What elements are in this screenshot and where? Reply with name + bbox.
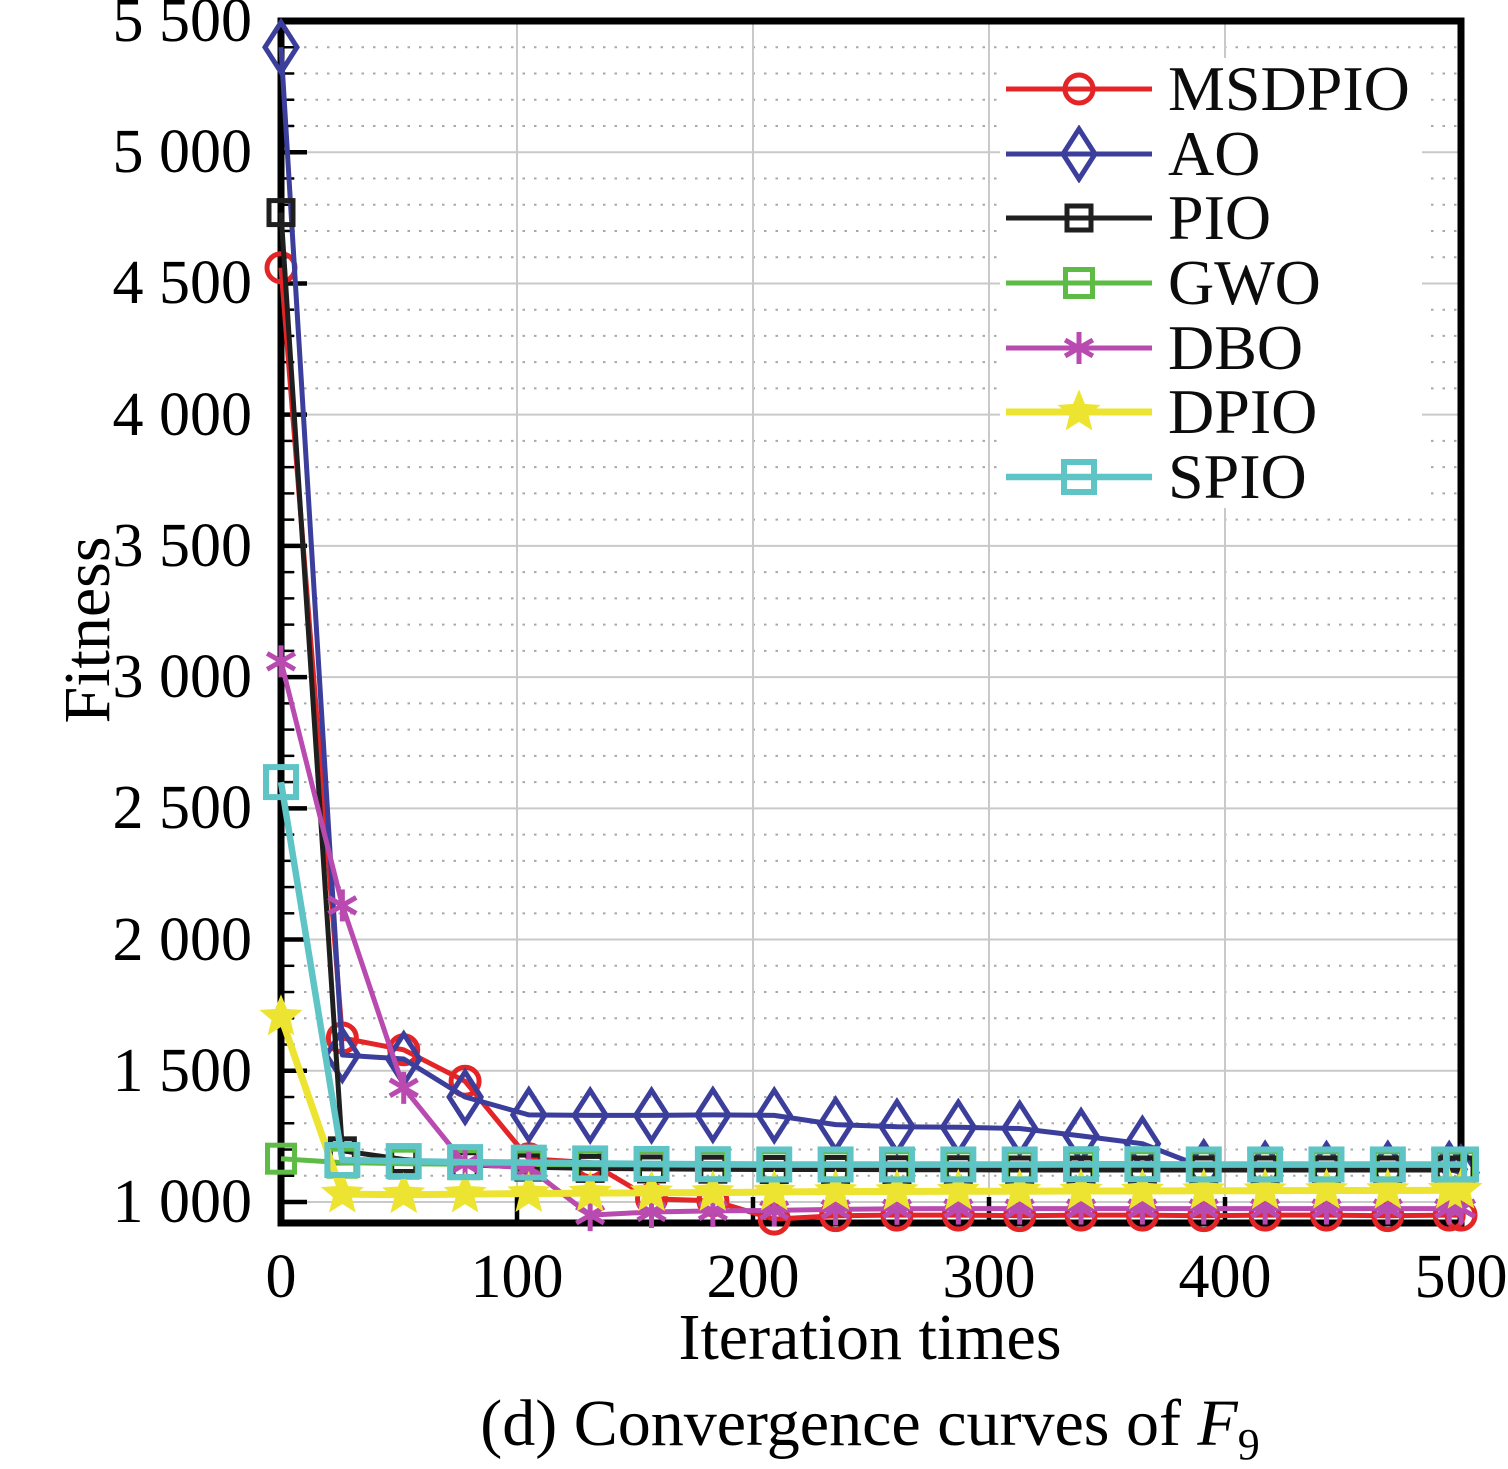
legend-marker-diamond-icon: [1006, 124, 1152, 183]
legend-item-AO: AO: [1000, 117, 1422, 189]
x-tick-label: 300: [942, 1243, 1036, 1311]
legend-item-GWO: GWO: [1000, 246, 1422, 318]
y-axis-title: Fitness: [51, 536, 124, 724]
x-tick-label: 500: [1414, 1243, 1508, 1311]
legend-label: GWO: [1168, 246, 1321, 318]
legend-item-DBO: DBO: [1000, 311, 1422, 383]
y-tick-label: 2 500: [112, 774, 253, 843]
legend-item-SPIO: SPIO: [1000, 440, 1422, 512]
y-tick-label: 4 000: [112, 380, 253, 449]
x-tick-label: 0: [265, 1243, 297, 1311]
legend-label: PIO: [1168, 182, 1272, 254]
y-tick-label: 3 000: [112, 643, 253, 712]
legend: MSDPIO AO PIO GWO DBO DPIO SPIO: [1000, 53, 1422, 512]
legend-label: SPIO: [1168, 440, 1307, 512]
legend-marker-asterisk-icon: [1006, 331, 1152, 364]
series-SPIO: [263, 764, 1479, 1183]
y-tick-label: 3 500: [112, 511, 253, 580]
legend-marker-square-icon: [1006, 203, 1152, 233]
series-DPIO: [259, 994, 1483, 1213]
legend-label: AO: [1168, 117, 1261, 189]
y-tick-label: 2 000: [112, 905, 253, 974]
y-tick-label: 5 000: [112, 118, 253, 187]
figure-caption: (d) Convergence curves of F9: [220, 1386, 1508, 1469]
y-tick-label: 4 500: [112, 249, 253, 318]
series-DBO: [265, 645, 1477, 1232]
caption-subscript: 9: [1237, 1420, 1260, 1469]
legend-item-MSDPIO: MSDPIO: [1000, 53, 1422, 124]
legend-marker-square-icon: [1006, 458, 1152, 495]
x-tick-label: 400: [1178, 1243, 1272, 1311]
legend-marker-circle-icon: [1006, 72, 1152, 106]
legend-item-PIO: PIO: [1000, 182, 1422, 254]
caption-math-symbol: F: [1197, 1387, 1238, 1460]
legend-label: DBO: [1168, 311, 1304, 383]
y-tick-label: 1 000: [112, 1168, 253, 1236]
legend-marker-square-icon: [1006, 266, 1152, 299]
y-tick-label: 5 500: [112, 0, 253, 55]
x-tick-label: 100: [470, 1243, 564, 1311]
x-tick-label: 200: [706, 1243, 800, 1311]
y-tick-label: 1 500: [112, 1036, 253, 1105]
caption-text: (d) Convergence curves of: [480, 1387, 1198, 1460]
legend-marker-star-icon: [1006, 389, 1152, 431]
legend-label: DPIO: [1168, 376, 1318, 448]
legend-item-DPIO: DPIO: [1000, 376, 1422, 448]
legend-label: MSDPIO: [1168, 53, 1410, 124]
x-axis-title: Iteration times: [678, 1301, 1062, 1374]
